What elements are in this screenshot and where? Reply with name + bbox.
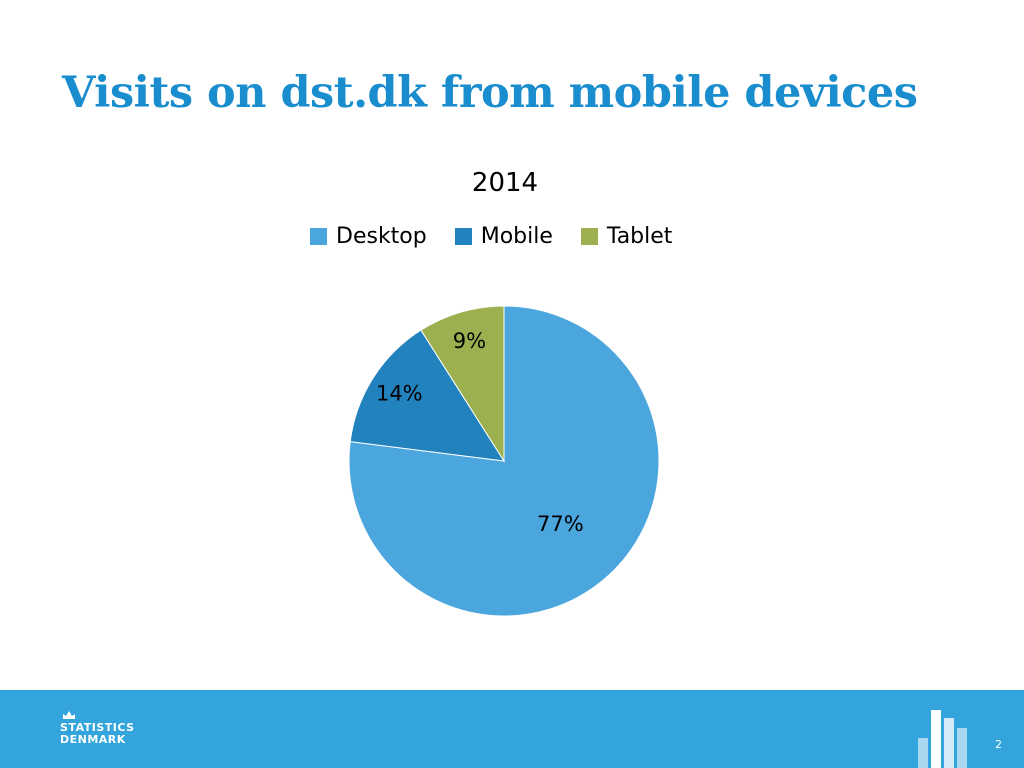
pie-slice-desktop bbox=[348, 305, 660, 617]
chart-legend: Desktop Mobile Tablet bbox=[310, 224, 700, 249]
pie-slice-tablet bbox=[420, 305, 505, 463]
pie-slice-mobile bbox=[349, 329, 505, 462]
legend-item-desktop: Desktop bbox=[310, 224, 427, 249]
legend-item-tablet: Tablet bbox=[580, 224, 673, 249]
legend-item-mobile: Mobile bbox=[454, 224, 553, 249]
data-label-desktop: 77% bbox=[537, 512, 584, 536]
pie-chart: 77% 14% 9% bbox=[348, 305, 660, 617]
chart-title: 2014 bbox=[471, 168, 539, 198]
legend-label-mobile: Mobile bbox=[480, 224, 553, 249]
statistics-denmark-logo: STATISTICS DENMARK bbox=[60, 710, 135, 746]
logo-line-1: STATISTICS bbox=[60, 721, 135, 734]
legend-swatch-desktop bbox=[310, 228, 327, 245]
crown-icon bbox=[63, 711, 75, 719]
footer-bar: STATISTICS DENMARK 2 bbox=[0, 690, 1024, 768]
legend-label-desktop: Desktop bbox=[336, 224, 427, 249]
legend-swatch-mobile bbox=[454, 228, 472, 245]
data-label-tablet: 9% bbox=[453, 329, 486, 353]
legend-swatch-tablet bbox=[580, 228, 598, 245]
data-label-mobile: 14% bbox=[376, 382, 423, 406]
page-number: 2 bbox=[995, 738, 1002, 751]
bar-graph-icon bbox=[918, 710, 967, 768]
legend-label-tablet: Tablet bbox=[606, 224, 673, 249]
slide-title: Visits on dst.dk from mobile devices bbox=[62, 68, 918, 118]
logo-line-2: DENMARK bbox=[60, 733, 126, 746]
